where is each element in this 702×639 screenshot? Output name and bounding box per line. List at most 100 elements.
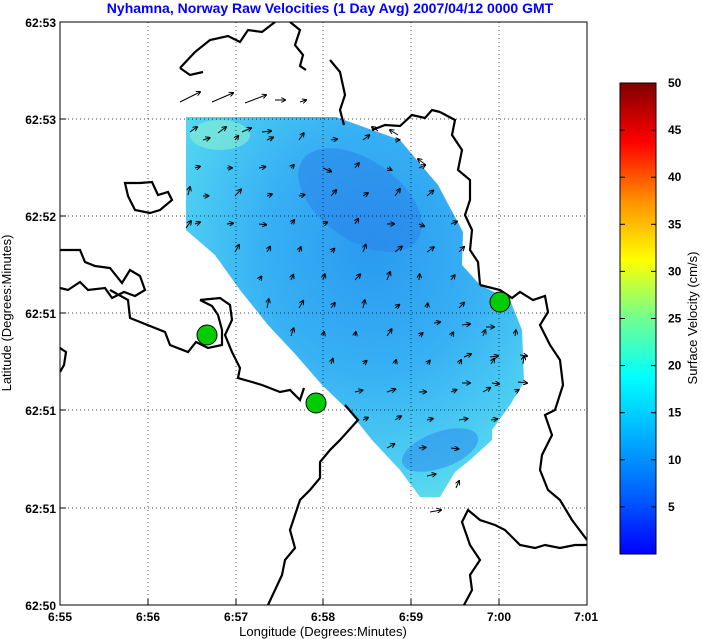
velocity-vector bbox=[330, 190, 336, 197]
velocity-vector bbox=[490, 419, 497, 420]
velocity-vector bbox=[266, 194, 272, 196]
velocity-vector bbox=[362, 193, 368, 196]
velocity-vector bbox=[331, 303, 335, 309]
velocity-vector bbox=[299, 247, 301, 253]
velocity-vector bbox=[261, 131, 271, 132]
axis-ticks bbox=[60, 118, 500, 605]
velocity-vector bbox=[235, 136, 238, 140]
y-axis-label: Latitude (Degrees:Minutes) bbox=[0, 235, 14, 392]
speed-patch bbox=[190, 120, 250, 150]
velocity-vector bbox=[185, 221, 191, 229]
velocity-vector bbox=[458, 247, 464, 253]
x-tick-label: 7:01 bbox=[574, 610, 598, 624]
velocity-vector bbox=[299, 100, 306, 102]
velocity-vector bbox=[189, 127, 197, 133]
velocity-vector bbox=[217, 127, 226, 134]
velocity-vector bbox=[429, 510, 441, 512]
velocity-vector bbox=[386, 444, 394, 449]
velocity-vector bbox=[355, 332, 356, 336]
colorbar-tick-label: 30 bbox=[668, 264, 682, 278]
velocity-vector bbox=[459, 360, 461, 364]
velocity-vector bbox=[386, 389, 395, 392]
velocity-vector bbox=[427, 303, 428, 309]
velocity-vector bbox=[267, 299, 269, 309]
speed-patch bbox=[401, 428, 479, 472]
velocity-vector bbox=[258, 224, 266, 225]
velocity-vector bbox=[322, 167, 331, 172]
velocity-vector bbox=[259, 277, 261, 280]
velocity-vector bbox=[418, 224, 424, 226]
x-tick-label: 7:00 bbox=[487, 610, 511, 624]
velocity-vector bbox=[426, 419, 433, 420]
velocity-vector bbox=[426, 247, 434, 253]
velocity-vector bbox=[483, 330, 485, 337]
velocity-vector bbox=[523, 356, 524, 365]
velocity-vector bbox=[390, 130, 399, 136]
velocity-vector bbox=[291, 220, 294, 224]
x-tick-label: 6:57 bbox=[224, 610, 248, 624]
velocity-vector bbox=[395, 360, 396, 364]
velocity-vector bbox=[458, 303, 464, 309]
chart-title: Nyhamna, Norway Raw Velocities (1 Day Av… bbox=[107, 0, 554, 16]
colorbar-tick-label: 25 bbox=[668, 312, 682, 326]
station-marker bbox=[305, 392, 327, 414]
velocity-vector bbox=[188, 187, 190, 196]
colorbar-tick-label: 10 bbox=[668, 453, 682, 467]
velocity-vector bbox=[354, 390, 363, 392]
y-tick-label: 62:53 bbox=[25, 113, 56, 127]
velocity-vector bbox=[226, 223, 233, 224]
velocity-vector bbox=[517, 382, 527, 383]
colorbar-tick-label: 45 bbox=[668, 123, 682, 137]
velocity-vector bbox=[515, 390, 519, 392]
velocity-vector bbox=[323, 222, 327, 224]
velocity-vector bbox=[298, 195, 305, 196]
x-tick-label: 6:56 bbox=[136, 610, 160, 624]
velocity-vector bbox=[291, 165, 294, 168]
velocity-vector bbox=[386, 168, 392, 170]
velocity-vector bbox=[418, 159, 427, 166]
velocity-vector bbox=[298, 133, 304, 141]
colorbar-tick-label: 50 bbox=[668, 76, 682, 90]
velocity-vector bbox=[363, 300, 365, 309]
velocity-vector bbox=[330, 139, 337, 140]
colorbar bbox=[619, 82, 657, 555]
colorbar-tick-label: 35 bbox=[668, 217, 682, 231]
velocity-vector bbox=[394, 416, 401, 420]
velocity-vector bbox=[463, 354, 471, 357]
velocity-vector bbox=[179, 92, 200, 103]
velocity-vector bbox=[491, 383, 499, 384]
velocity-vector bbox=[363, 361, 367, 364]
velocity-vector bbox=[433, 322, 440, 323]
velocity-vector bbox=[450, 222, 457, 225]
velocity-vector bbox=[451, 275, 455, 281]
velocity-vector bbox=[456, 481, 459, 489]
velocity-vector bbox=[331, 359, 333, 365]
colorbar-tick-label: 5 bbox=[668, 500, 675, 514]
velocity-vector bbox=[394, 189, 400, 197]
velocity-vector bbox=[298, 301, 303, 309]
velocity-vector bbox=[450, 390, 456, 392]
velocity-vector bbox=[202, 138, 210, 140]
velocity-vector bbox=[291, 275, 293, 281]
velocity-vector bbox=[291, 328, 294, 337]
velocity-vector bbox=[450, 448, 458, 449]
velocity-vector bbox=[418, 165, 425, 168]
velocity-vector bbox=[267, 247, 270, 253]
velocity-vector bbox=[323, 274, 325, 281]
velocity-vector bbox=[386, 329, 392, 337]
x-tick-label: 6:59 bbox=[399, 610, 423, 624]
velocity-vector bbox=[323, 332, 324, 336]
velocity-vector bbox=[194, 167, 200, 169]
velocity-vector bbox=[241, 128, 251, 133]
velocity-vector bbox=[211, 93, 233, 103]
velocity-vector bbox=[355, 219, 358, 225]
velocity-vector bbox=[451, 332, 453, 336]
velocity-vector bbox=[489, 356, 498, 357]
colorbar-tick-label: 40 bbox=[668, 170, 682, 184]
y-tick-label: 62:50 bbox=[25, 599, 56, 613]
velocity-vector bbox=[515, 330, 516, 337]
velocity-vector bbox=[362, 418, 368, 420]
y-tick-label: 62:53 bbox=[25, 16, 56, 30]
vector-layer-grid bbox=[194, 133, 524, 476]
